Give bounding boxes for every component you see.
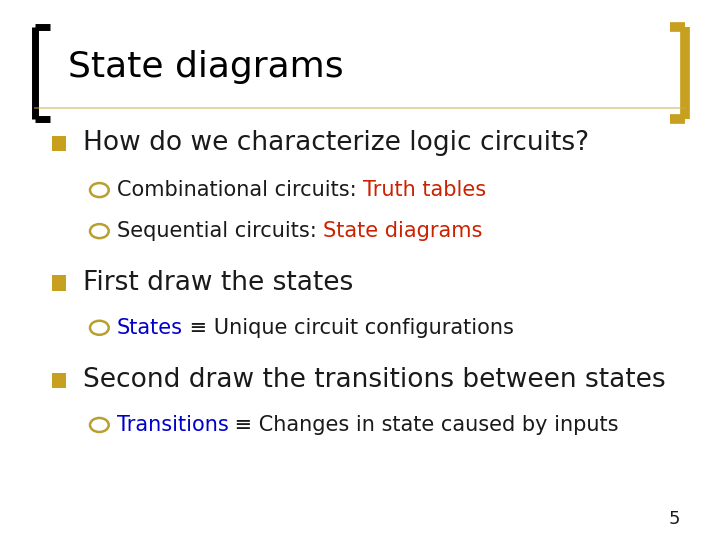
Text: First draw the states: First draw the states — [83, 270, 353, 296]
Text: How do we characterize logic circuits?: How do we characterize logic circuits? — [83, 130, 589, 156]
Text: Second draw the transitions between states: Second draw the transitions between stat… — [83, 367, 665, 393]
FancyBboxPatch shape — [52, 373, 66, 388]
Text: Transitions: Transitions — [117, 415, 228, 435]
Text: State diagrams: State diagrams — [68, 51, 344, 84]
Text: Sequential circuits:: Sequential circuits: — [117, 221, 323, 241]
FancyBboxPatch shape — [52, 275, 66, 291]
Text: Truth tables: Truth tables — [363, 180, 486, 200]
Text: ≡ Changes in state caused by inputs: ≡ Changes in state caused by inputs — [228, 415, 619, 435]
FancyBboxPatch shape — [52, 136, 66, 151]
Text: Combinational circuits:: Combinational circuits: — [117, 180, 363, 200]
Text: State diagrams: State diagrams — [323, 221, 482, 241]
Text: States: States — [117, 318, 183, 338]
Text: 5: 5 — [669, 510, 680, 529]
Text: ≡ Unique circuit configurations: ≡ Unique circuit configurations — [183, 318, 513, 338]
